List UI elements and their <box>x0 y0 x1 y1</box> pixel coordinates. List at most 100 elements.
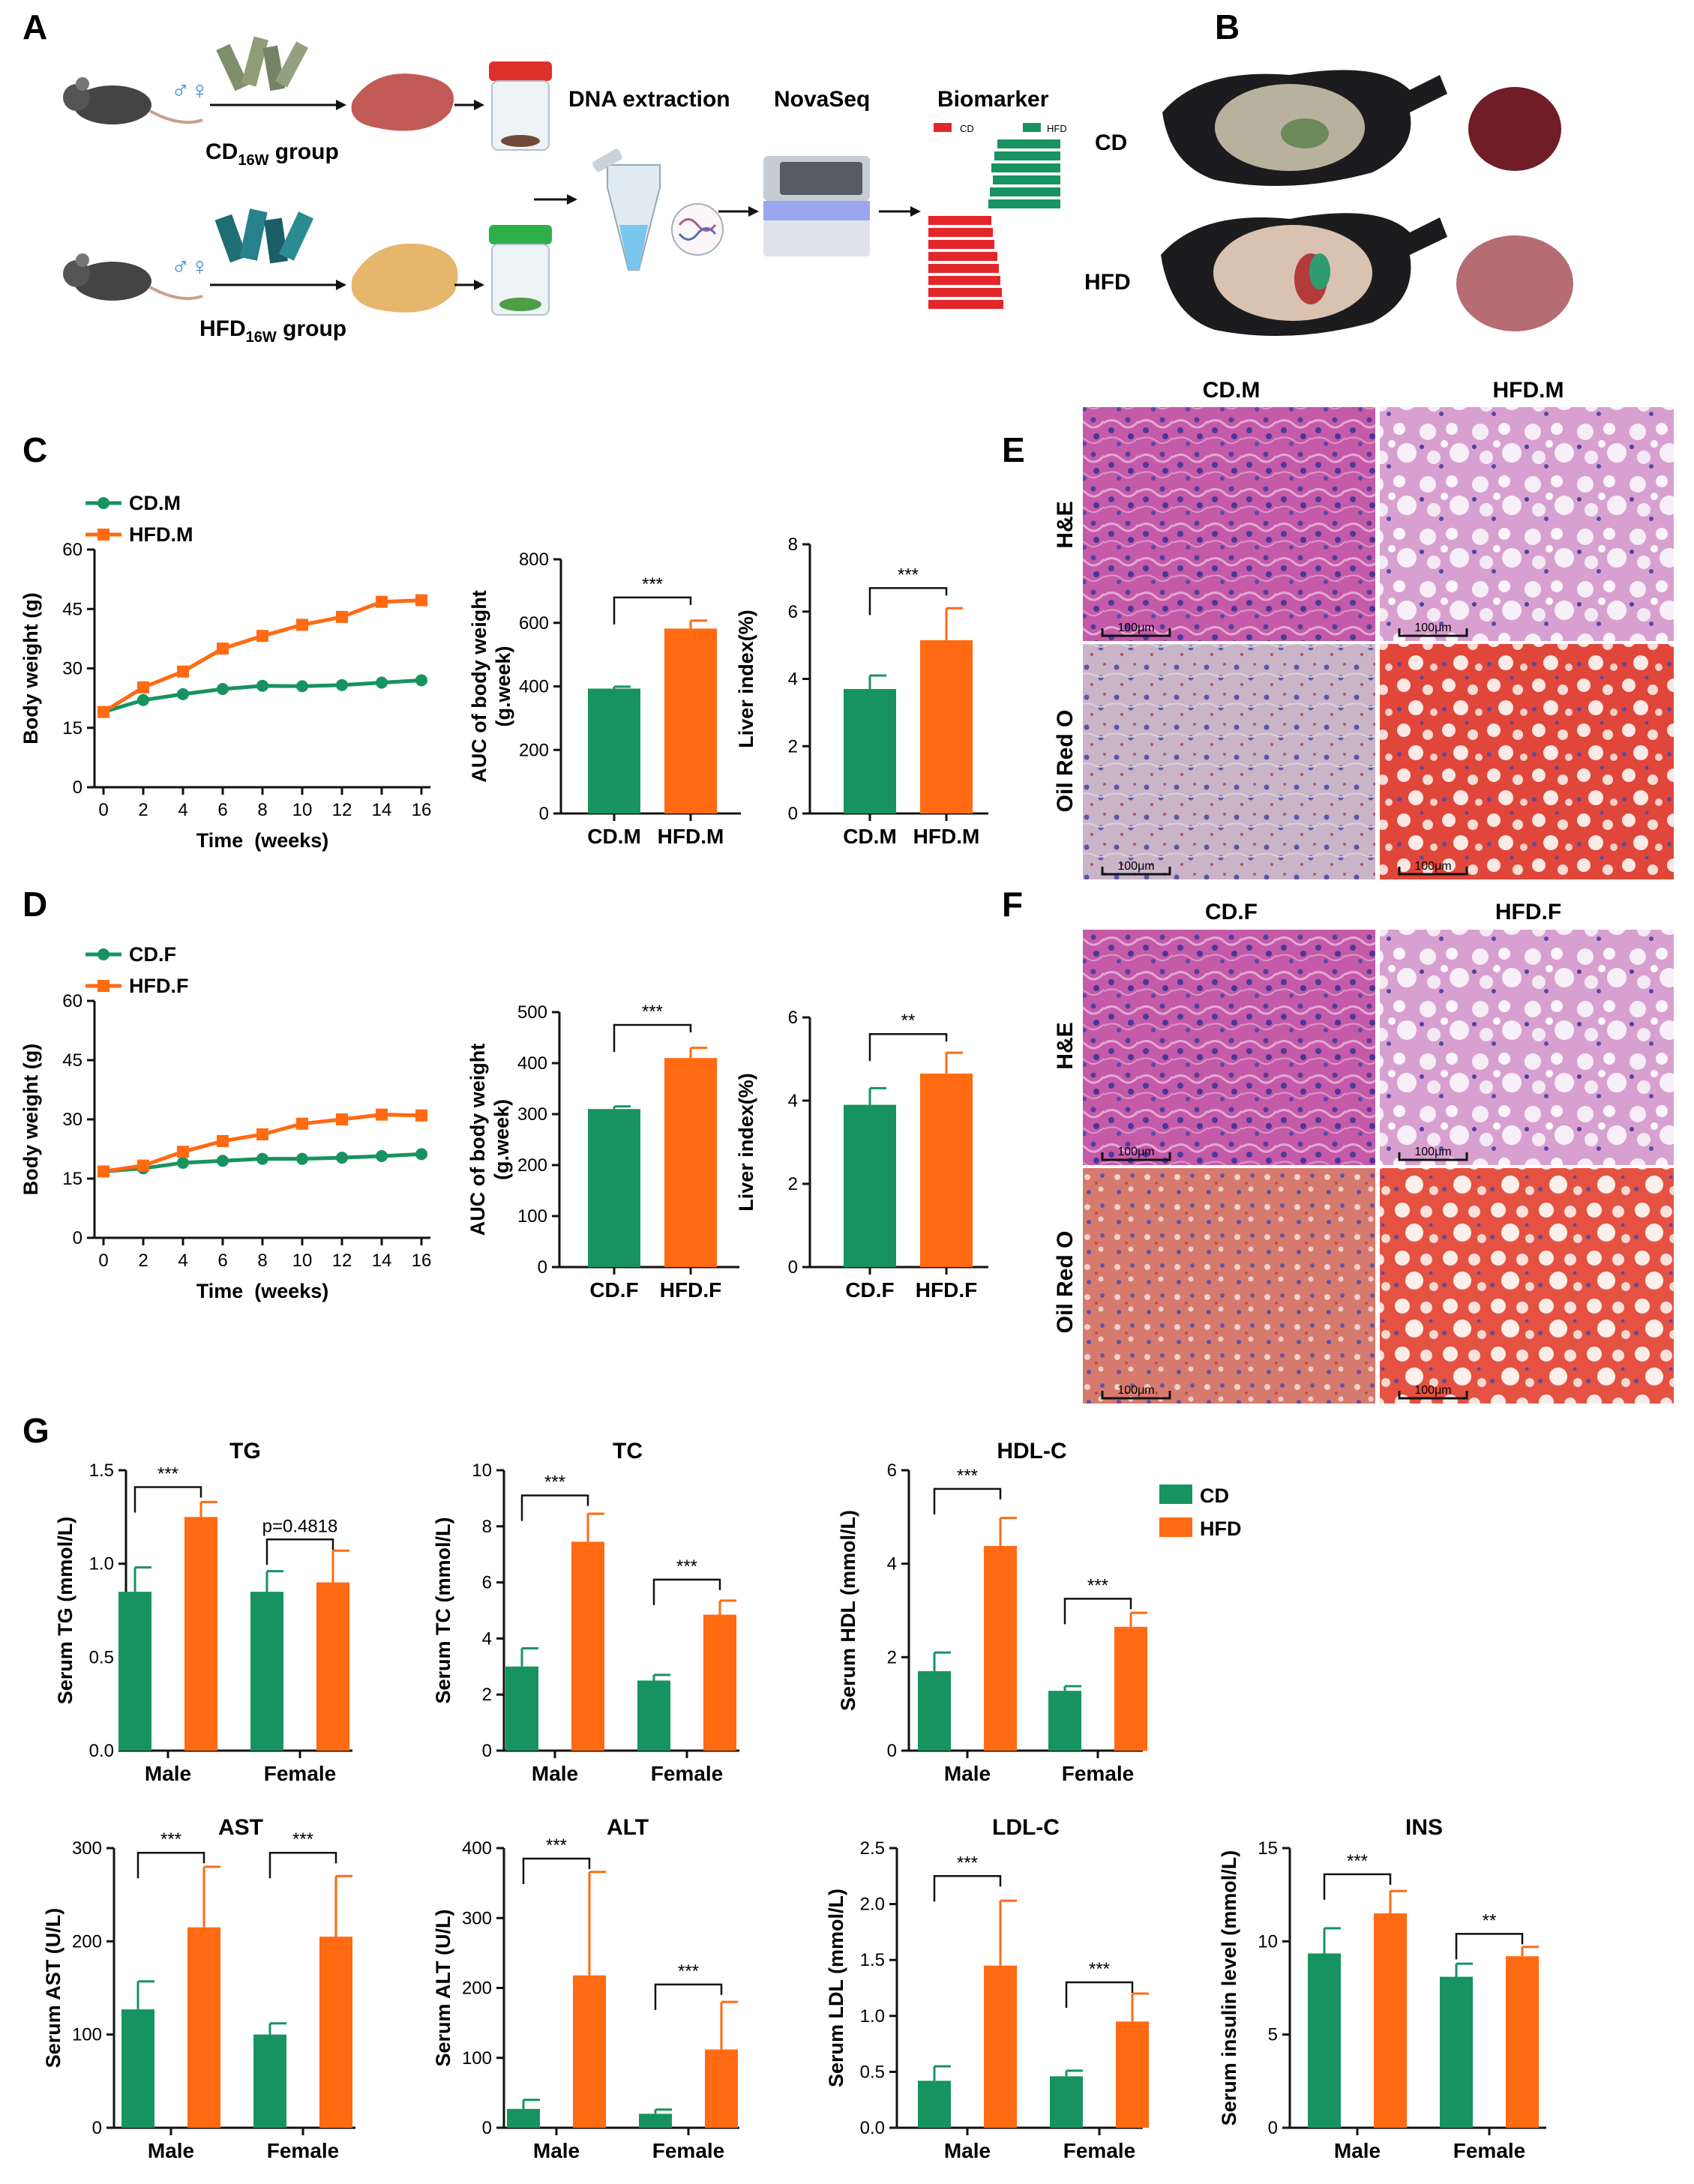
y-axis-title: Serum ALT (U/L) <box>432 1910 454 2067</box>
y-tick-label: 10 <box>1258 1931 1278 1952</box>
data-point <box>217 1155 229 1167</box>
significance-label: *** <box>546 1835 567 1856</box>
y-tick-label: 45 <box>62 599 82 619</box>
y-tick-label: 0 <box>92 2118 102 2138</box>
bar-hfd-male <box>984 1545 1017 1751</box>
scale-bar-line <box>1101 1391 1171 1400</box>
bar-cd-male <box>918 2081 951 2128</box>
data-point <box>177 1146 189 1158</box>
chart-title: TG <box>229 1439 261 1463</box>
bar-cd-female <box>1050 2076 1083 2128</box>
liver-hfd-icon <box>351 243 458 313</box>
x-tick-label: 2 <box>138 800 148 820</box>
bar-cd-m <box>588 688 640 813</box>
significance-bracket <box>1323 1873 1392 1900</box>
y-tick-label: 30 <box>62 1110 82 1130</box>
step-biomarker: Biomarker <box>937 87 1049 112</box>
tube-icon <box>592 148 661 271</box>
y-tick-label: 8 <box>482 1517 492 1537</box>
y-axis-title: AUC of body weight <box>466 1044 489 1236</box>
x-tick-label: HFD.M <box>658 825 724 848</box>
bar-cd-male <box>507 2108 540 2128</box>
histo-f-col2: HFD.F <box>1495 900 1561 924</box>
y-tick-label: 300 <box>72 1838 102 1859</box>
histo-oro-cd-f <box>1083 1168 1375 1404</box>
chart-g-tc: 0 2 4 6 8 10 Serum TC (mmol/L) TC Male Female *** *… <box>432 1439 739 1785</box>
y-tick-label: 200 <box>517 1155 547 1176</box>
x-tick-label: 14 <box>372 800 392 820</box>
significance-label: *** <box>157 1463 178 1484</box>
y-tick-label: 0 <box>539 804 549 824</box>
y-axis-title: Serum insulin level (mmol/L) <box>1218 1850 1240 2126</box>
photo-label-hfd: HFD <box>1084 270 1131 295</box>
significance-bracket <box>613 1023 692 1052</box>
chow-cd-icon <box>216 36 309 91</box>
dna-icon <box>671 203 724 256</box>
data-point <box>336 1113 348 1125</box>
chart-c-body-weight: 0 15 30 45 60 Body weight (g) 0 2 4 6 8 10 12 14 16 Tim… <box>19 492 431 852</box>
bar-cd-female <box>1440 1976 1473 2128</box>
significance-label: *** <box>1089 1959 1110 1979</box>
y-tick-label: 300 <box>517 1104 547 1125</box>
legend-label: CD.F <box>129 943 176 966</box>
legend-label: HFD.M <box>129 523 193 546</box>
significance-bracket <box>652 1578 721 1605</box>
y-axis-title: AUC of body weight <box>468 590 490 782</box>
scale-bar-line <box>1101 628 1171 637</box>
histo-e-row2: Oil Red O <box>1053 710 1078 813</box>
chart-title: INS <box>1405 1815 1443 1840</box>
y-tick-label: 200 <box>72 1931 102 1952</box>
significance-bracket <box>868 1032 948 1062</box>
data-point <box>296 619 308 631</box>
significance-bracket <box>933 1487 1002 1514</box>
data-point <box>415 594 427 607</box>
y-tick-label: 15 <box>62 718 82 738</box>
bar-hfd-f <box>920 1073 973 1267</box>
y-tick-label: 6 <box>482 1573 492 1593</box>
chart-g-ins: 0 5 10 15 Serum insulin level (mmol/L) INS Mal… <box>1218 1815 1546 2162</box>
chart-g-alt: 0 100 200 300 400 Serum ALT (U/L) ALT Male Femal… <box>432 1815 739 2162</box>
bar-cd-female <box>250 1592 283 1751</box>
panel-label-c: C <box>22 430 47 469</box>
significance-bracket <box>868 587 948 616</box>
panel-label-e: E <box>1002 430 1025 469</box>
chart-g-hdl: 0 2 4 6 Serum HDL (mmol/L) HDL-C Male Female ***… <box>837 1439 1147 1785</box>
data-point <box>415 674 427 687</box>
step-dna-extraction: DNA extraction <box>568 87 730 112</box>
scale-bar-line <box>1101 867 1171 876</box>
data-point <box>296 680 308 693</box>
mouse-hfd-icon <box>63 253 203 301</box>
bar-hfd-male <box>984 1965 1017 2128</box>
liver-cd-icon <box>351 73 454 131</box>
legend-marker <box>97 529 109 541</box>
x-tick-label: 12 <box>332 800 352 820</box>
chart-title: HDL-C <box>997 1439 1066 1463</box>
liver-photo-cd <box>1468 87 1561 171</box>
bar-cd-male <box>1308 1953 1341 2128</box>
y-tick-label: 600 <box>519 613 549 634</box>
y-tick-label: 1.0 <box>860 2006 885 2027</box>
y-tick-label: 2 <box>482 1685 492 1705</box>
y-tick-label: 60 <box>62 991 82 1011</box>
x-tick-label: Male <box>532 1762 578 1785</box>
y-tick-label: 4 <box>788 670 798 690</box>
y-tick-label: 0 <box>788 804 798 824</box>
chart-d-body-weight: 0 15 30 45 60 Body weight (g) 0 2 4 6 8 10 12 14 16 Tim… <box>19 943 431 1302</box>
y-tick-label: 1.0 <box>89 1554 114 1574</box>
bar-hfd-m <box>664 628 717 813</box>
scale-bar-label: 100μm <box>1117 622 1154 634</box>
scale-bar-line <box>1398 628 1468 637</box>
chart-c-liver-index: 0 2 4 6 8 Liver index(%) CD.M HFD.M *** <box>735 535 988 848</box>
mouse-cd-icon <box>63 77 203 124</box>
scale-bar-label: 100μm <box>1414 860 1451 873</box>
significance-label: *** <box>957 1466 978 1486</box>
y-tick-label: 8 <box>788 535 798 555</box>
bar-hfd-female <box>703 1614 736 1751</box>
bar-hfd-male <box>1374 1913 1407 2128</box>
y-tick-label: 0.5 <box>89 1647 114 1667</box>
dissected-mouse-cd-image <box>1162 70 1447 186</box>
bar-cd-female <box>637 1680 670 1751</box>
legend-g-cd-swatch <box>1159 1484 1192 1504</box>
x-tick-label: 6 <box>217 1251 227 1271</box>
y-tick-label: 10 <box>472 1460 492 1481</box>
